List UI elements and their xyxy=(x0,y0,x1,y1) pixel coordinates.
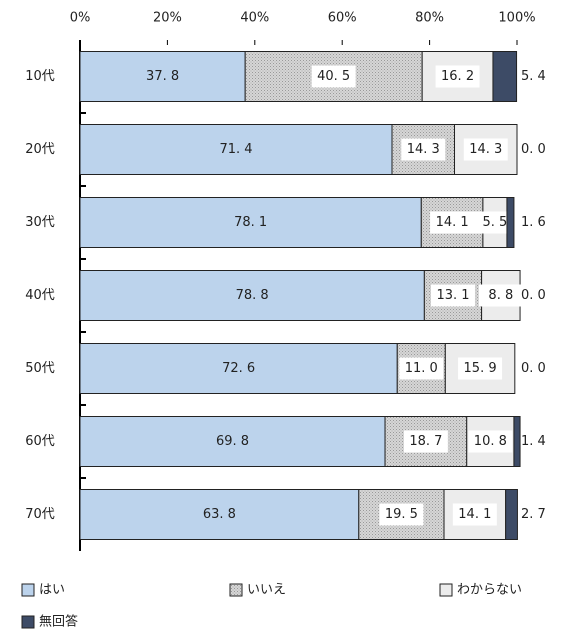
value-label: 78. 8 xyxy=(236,288,269,303)
bar-segment xyxy=(79,489,360,540)
value-label: 1. 4 xyxy=(521,434,546,449)
value-label: 0. 0 xyxy=(521,361,546,376)
value-label: 14. 1 xyxy=(458,507,491,522)
legend-swatch xyxy=(21,615,35,629)
legend-label: 無回答 xyxy=(39,614,78,630)
value-label: 13. 1 xyxy=(436,288,469,303)
label-box xyxy=(472,211,517,234)
value-label: 72. 6 xyxy=(222,361,255,376)
bar-segment xyxy=(79,124,393,175)
label-box xyxy=(430,211,475,234)
bar-segment xyxy=(79,197,422,248)
value-label: 14. 3 xyxy=(407,142,440,157)
value-label: 2. 7 xyxy=(521,507,546,522)
value-label: 14. 3 xyxy=(469,142,502,157)
value-label: 69. 8 xyxy=(216,434,249,449)
label-box xyxy=(435,65,480,88)
bar-segment xyxy=(513,416,521,467)
value-label: 0. 0 xyxy=(521,288,546,303)
value-label: 5. 5 xyxy=(483,215,508,230)
category-label: 70代 xyxy=(25,507,55,522)
label-box xyxy=(311,65,356,88)
x-tick-label: 100% xyxy=(498,11,535,26)
value-label: 14. 1 xyxy=(436,215,469,230)
legend-label: わからない xyxy=(457,583,522,598)
label-box xyxy=(452,503,497,526)
x-tick-label: 60% xyxy=(328,11,357,26)
legend-swatch xyxy=(21,583,35,597)
label-box xyxy=(399,357,444,380)
value-label: 11. 0 xyxy=(405,361,438,376)
x-tick-label: 20% xyxy=(153,11,182,26)
label-box xyxy=(430,284,475,307)
label-box xyxy=(463,138,508,161)
value-label: 1. 6 xyxy=(521,215,546,230)
label-box xyxy=(468,430,513,453)
value-label: 40. 5 xyxy=(317,69,350,84)
label-box xyxy=(379,503,424,526)
category-label: 40代 xyxy=(25,288,55,303)
bar-segment xyxy=(505,489,518,540)
value-label: 8. 8 xyxy=(488,288,513,303)
bar-segment xyxy=(79,270,425,321)
legend-label: はい xyxy=(39,583,65,598)
value-label: 15. 9 xyxy=(464,361,497,376)
legend-swatch xyxy=(229,583,243,597)
legend-swatch xyxy=(439,583,453,597)
value-label: 63. 8 xyxy=(203,507,236,522)
bar-segment xyxy=(79,51,246,102)
bar-segment xyxy=(506,197,515,248)
label-box xyxy=(478,284,523,307)
value-label: 0. 0 xyxy=(521,142,546,157)
bar-segment xyxy=(79,416,386,467)
bar-segment xyxy=(492,51,518,102)
value-label: 78. 1 xyxy=(234,215,267,230)
value-label: 19. 5 xyxy=(385,507,418,522)
value-label: 37. 8 xyxy=(146,69,179,84)
category-label: 10代 xyxy=(25,69,55,84)
category-label: 50代 xyxy=(25,361,55,376)
label-box xyxy=(403,430,448,453)
value-label: 10. 8 xyxy=(474,434,507,449)
category-label: 60代 xyxy=(25,434,55,449)
x-tick-label: 40% xyxy=(240,11,269,26)
x-tick-label: 0% xyxy=(70,11,91,26)
category-label: 30代 xyxy=(25,215,55,230)
label-box xyxy=(458,357,503,380)
category-label: 20代 xyxy=(25,142,55,157)
value-label: 71. 4 xyxy=(219,142,252,157)
legend-label: いいえ xyxy=(247,583,286,598)
value-label: 16. 2 xyxy=(441,69,474,84)
value-label: 18. 7 xyxy=(409,434,442,449)
label-box xyxy=(401,138,446,161)
x-tick-label: 80% xyxy=(415,11,444,26)
value-label: 5. 4 xyxy=(521,69,546,84)
bar-segment xyxy=(79,343,398,394)
